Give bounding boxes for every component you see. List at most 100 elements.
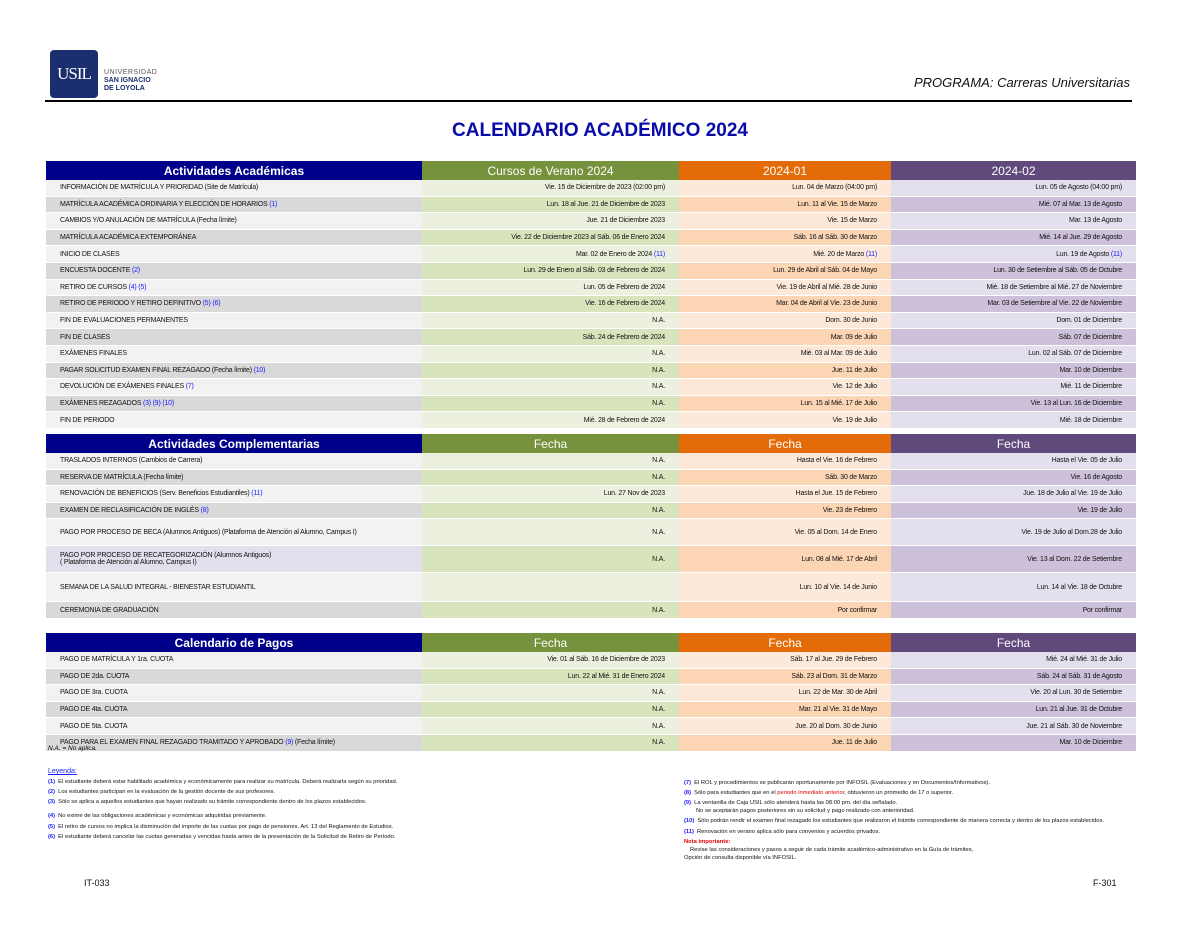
table-row: INICIO DE CLASES Mar. 02 de Enero de 2024… xyxy=(46,245,1136,263)
activity-label: PAGO DE 5ta. CUOTA xyxy=(46,717,422,735)
date-cell: Mar. 21 al Vie. 31 de Mayo xyxy=(679,701,891,719)
footer-code-right: F-301 xyxy=(1093,878,1117,888)
footnote-ref: (7) xyxy=(185,383,194,391)
activity-label: FIN DE CLASES xyxy=(46,328,422,346)
footnote-ref: (1) xyxy=(269,200,278,208)
activity-label: CEREMONIA DE GRADUACIÓN xyxy=(46,601,422,619)
date-cell: Mar. 02 de Enero de 2024 (11) xyxy=(422,245,679,263)
table-row: TRASLADOS INTERNOS (Cambios de Carrera) N… xyxy=(46,453,1136,470)
date-cell: Jue. 20 al Dom. 30 de Junio xyxy=(679,717,891,735)
date-cell: N.A. xyxy=(422,312,679,330)
legend-text-2: No se aceptarán pagos posteriores sin su… xyxy=(696,808,915,814)
activity-label: FIN DE PERIODO xyxy=(46,411,422,429)
date-cell: Mié. 20 de Marzo (11) xyxy=(679,245,891,263)
date-cell: Vie. 19 de Julio xyxy=(891,502,1136,520)
date-cell: Sáb. 23 al Dom. 31 de Marzo xyxy=(679,668,891,686)
date-cell: N.A. xyxy=(422,469,679,487)
na-note: N.A. = No aplica. xyxy=(48,745,97,752)
date-cell: Mié. 18 de Setiembre al Mié. 27 de Novie… xyxy=(891,279,1136,297)
table-row: PAGAR SOLICITUD EXAMEN FINAL REZAGADO (F… xyxy=(46,362,1136,380)
activity-text: EXAMEN DE RECLASIFICACIÓN DE INGLÉS xyxy=(60,507,199,515)
footnote-ref: (10) xyxy=(253,366,266,374)
date-cell: Vie. 05 al Dom. 14 de Enero xyxy=(679,518,891,547)
university-line: DE LOYOLA xyxy=(104,85,145,92)
column-header: 2024-01 xyxy=(679,161,891,180)
date-cell: Vie. 19 de Julio xyxy=(679,411,891,429)
date-cell: Por confirmar xyxy=(891,601,1136,619)
activity-text: FIN DE PERIODO xyxy=(60,416,115,424)
legend-item: (2) Los estudiantes participan en la eval… xyxy=(48,788,468,796)
date-cell: Vie. 01 al Sáb. 16 de Diciembre de 2023 xyxy=(422,652,679,669)
date-cell: Mar. 04 de Abril al Vie. 23 de Junio xyxy=(679,295,891,313)
legend-text: El ROL y procedimientos se publicarán op… xyxy=(694,780,991,786)
legend-left: Leyenda: (1) El estudiante deberá estar h… xyxy=(48,768,468,847)
column-header: Calendario de Pagos xyxy=(46,633,422,652)
table-row: PAGO DE 2da. CUOTA Lun. 22 al Mié. 31 de … xyxy=(46,668,1136,686)
page-title: CALENDARIO ACADÉMICO 2024 xyxy=(452,120,748,141)
activity-label: PAGO DE 3ra. CUOTA xyxy=(46,684,422,702)
date-cell: Jue. 11 de Julio xyxy=(679,362,891,380)
activity-label: PAGO POR PROCESO DE RECATEGORIZACIÓN (Al… xyxy=(46,545,422,574)
date-cell: N.A. xyxy=(422,717,679,735)
legend-number: (4) xyxy=(48,813,56,819)
activity-label: CAMBIOS Y/O ANULACIÓN DE MATRÍCULA (Fech… xyxy=(46,212,422,230)
legend-highlight: periodo inmediato anterior xyxy=(777,790,845,796)
legend-item: (8) Sólo para estudiantes que en el perio… xyxy=(684,789,1154,797)
legend-text: La ventanilla de Caja USIL sólo atenderá… xyxy=(694,800,898,806)
table-row: FIN DE EVALUACIONES PERMANENTES N.A. Dom. … xyxy=(46,312,1136,330)
activity-label: PAGO DE 2da. CUOTA xyxy=(46,668,422,686)
legend-text: Los estudiantes participan en la evaluac… xyxy=(58,789,275,795)
date-cell: Lun. 04 de Marzo (04:00 pm) xyxy=(679,180,891,197)
legend-text: El estudiante deberá estar habilitado ac… xyxy=(58,779,398,785)
date-cell: Hasta el Vie. 16 de Febrero xyxy=(679,453,891,470)
column-header: Fecha xyxy=(891,434,1136,453)
activity-label: INFORMACIÓN DE MATRÍCULA Y PRIORIDAD (Si… xyxy=(46,180,422,197)
activity-label: PAGO POR PROCESO DE BECA (Alumnos Antigu… xyxy=(46,518,422,547)
table-row: DEVOLUCIÓN DE EXÁMENES FINALES (7) N.A. Vi… xyxy=(46,378,1136,396)
table-header-row: Actividades Académicas Cursos de Verano 2… xyxy=(46,161,1136,180)
date-cell: Vie. 15 de Diciembre de 2023 (02:00 pm) xyxy=(422,180,679,197)
activity-text: INFORMACIÓN DE MATRÍCULA Y PRIORIDAD (Si… xyxy=(60,184,259,192)
date-cell: Sáb. 16 al Sáb. 30 de Marzo xyxy=(679,229,891,247)
date-cell: N.A. xyxy=(422,345,679,363)
legend-item: (1) El estudiante deberá estar habilitado… xyxy=(48,778,468,786)
date-cell: Dom. 01 de Diciembre xyxy=(891,312,1136,330)
column-header: Fecha xyxy=(679,633,891,652)
date-cell: N.A. xyxy=(422,545,679,574)
date-cell: Lun. 02 al Sáb. 07 de Diciembre xyxy=(891,345,1136,363)
date-cell: Mié. 28 de Febrero de 2024 xyxy=(422,411,679,429)
legend-number: (3) xyxy=(48,799,56,805)
legend-item: (4) No exime de las obligaciones académic… xyxy=(48,812,468,820)
table-row: EXÁMENES REZAGADOS (3) (9) (10) N.A. Lun. … xyxy=(46,395,1136,413)
date-cell: Jue. 18 de Julio al Vie. 19 de Julio xyxy=(891,485,1136,503)
table-row: RETIRO DE CURSOS (4) (5) Lun. 05 de Febre… xyxy=(46,279,1136,297)
activity-label: PAGO DE MATRÍCULA Y 1ra. CUOTA xyxy=(46,652,422,669)
date-cell: Hasta el Jue. 15 de Febrero xyxy=(679,485,891,503)
activity-text: CEREMONIA DE GRADUACIÓN xyxy=(60,606,159,614)
date-cell: Vie. 12 de Julio xyxy=(679,378,891,396)
date-cell: Sáb. 24 de Febrero de 2024 xyxy=(422,328,679,346)
table-row: RENOVACIÓN DE BENEFICIOS (Serv. Benefici… xyxy=(46,485,1136,503)
date-cell: Mar. 09 de Julio xyxy=(679,328,891,346)
date-cell: Lun. 29 de Abril al Sáb. 04 de Mayo xyxy=(679,262,891,280)
activity-text: ENCUESTA DOCENTE xyxy=(60,267,131,275)
legend-text: , obtuvieron un promedio de 17 o superio… xyxy=(844,790,954,796)
column-header: Fecha xyxy=(891,633,1136,652)
activity-text: RESERVA DE MATRÍCULA (Fecha límite) xyxy=(60,473,184,481)
activity-text: FIN DE EVALUACIONES PERMANENTES xyxy=(60,317,188,325)
legend-number: (5) xyxy=(48,824,56,830)
activity-label: PAGO DE 4ta. CUOTA xyxy=(46,701,422,719)
legend-item: (7) El ROL y procedimientos se publicarán… xyxy=(684,779,1154,787)
date-cell: Sáb. 07 de Diciembre xyxy=(891,328,1136,346)
date-cell: N.A. xyxy=(422,734,679,752)
table-row: SEMANA DE LA SALUD INTEGRAL - BIENESTAR … xyxy=(46,572,1136,603)
legend-title: Leyenda: xyxy=(48,768,77,775)
activity-text: PAGO POR PROCESO DE RECATEGORIZACIÓN (Al… xyxy=(60,552,272,560)
legend-text: El retiro de cursos no implica la dismin… xyxy=(58,824,394,830)
legend-text: Sólo para estudiantes que en el xyxy=(694,790,778,796)
date-cell: Vie. 22 de Diciembre 2023 al Sáb. 06 de … xyxy=(422,229,679,247)
date-cell: Mar. 03 de Setiembre al Vie. 22 de Novie… xyxy=(891,295,1136,313)
date-cell: Jue. 11 de Julio xyxy=(679,734,891,752)
date-cell: Vie. 16 de Agosto xyxy=(891,469,1136,487)
legend-number: (6) xyxy=(48,834,56,840)
